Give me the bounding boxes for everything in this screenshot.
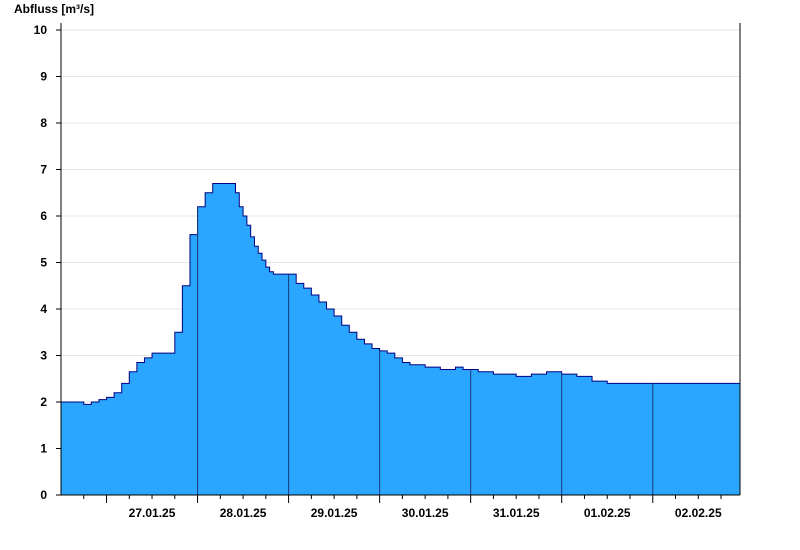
y-tick-label-2: 2 (40, 395, 47, 409)
x-tick-label-2: 29.01.25 (311, 506, 358, 520)
y-tick-label-10: 10 (34, 23, 48, 37)
y-tick-label-4: 4 (40, 302, 47, 316)
x-tick-label-6: 02.02.25 (675, 506, 722, 520)
x-tick-label-1: 28.01.25 (220, 506, 267, 520)
y-tick-label-7: 7 (40, 163, 47, 177)
day-separator-lines (197, 206, 654, 495)
area-layer (61, 182, 740, 495)
axes (60, 23, 741, 496)
y-tick-label-1: 1 (40, 442, 47, 456)
discharge-line (61, 182, 740, 405)
y-ticks: 0 1 2 3 4 5 6 7 8 9 10 (34, 23, 61, 502)
x-tick-label-3: 30.01.25 (402, 506, 449, 520)
y-tick-label-9: 9 (40, 70, 47, 84)
y-tick-label-6: 6 (40, 209, 47, 223)
x-tick-label-0: 27.01.25 (129, 506, 176, 520)
y-tick-label-0: 0 (40, 488, 47, 502)
discharge-area (61, 183, 740, 495)
x-ticks: 27.01.25 28.01.25 29.01.25 30.01.25 31.01.25… (83, 495, 722, 520)
y-axis-title: Abfluss [m³/s] (14, 2, 94, 16)
y-tick-label-3: 3 (40, 349, 47, 363)
x-tick-label-5: 01.02.25 (584, 506, 631, 520)
y-tick-label-5: 5 (40, 256, 47, 270)
x-tick-label-4: 31.01.25 (493, 506, 540, 520)
y-tick-label-8: 8 (40, 116, 47, 130)
